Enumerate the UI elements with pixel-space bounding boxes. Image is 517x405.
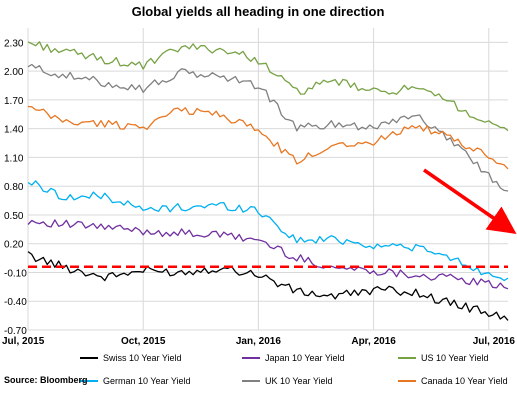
x-tick-label: Oct, 2015 — [121, 336, 166, 347]
y-tick-label: 2.00 — [4, 67, 24, 78]
y-tick-label: 1.10 — [4, 153, 24, 164]
y-tick-label: -0.10 — [4, 268, 27, 279]
legend-label: Japan 10 Year Yield — [265, 353, 345, 363]
legend-label: Canada 10 Year Yield — [421, 376, 508, 386]
source-note: Source: Bloomberg — [4, 375, 88, 385]
y-tick-label: -0.40 — [4, 297, 27, 308]
y-tick-label: 0.80 — [4, 182, 24, 193]
trend-arrow — [423, 168, 517, 234]
x-axis-ticks: Jul, 2015 Oct, 2015 Jan, 2016 Apr, 2016 Jul,… — [2, 336, 515, 347]
legend-label: US 10 Year Yield — [421, 353, 489, 363]
series-line — [27, 219, 509, 290]
series-line — [27, 63, 509, 192]
y-tick-label: 0.20 — [4, 240, 24, 251]
x-tick-label: Jul, 2016 — [473, 336, 516, 347]
chart-title: Global yields all heading in one directi… — [132, 4, 385, 19]
legend-label: German 10 Year Yield — [103, 376, 191, 386]
x-tick-label: Jul, 2015 — [2, 336, 45, 347]
series-line — [27, 105, 509, 170]
legend-label: Swiss 10 Year Yield — [103, 353, 182, 363]
series-line — [27, 251, 509, 321]
x-tick-label: Jan, 2016 — [236, 336, 281, 347]
gridlines — [27, 28, 508, 331]
y-axis-ticks: 2.30 2.00 1.70 1.40 1.10 0.80 0.50 0.20 -0.10 -0.… — [4, 38, 27, 337]
series-line — [27, 41, 509, 132]
series-lines — [27, 41, 509, 321]
y-tick-label: 1.70 — [4, 96, 24, 107]
y-tick-label: 0.50 — [4, 211, 24, 222]
series-line — [27, 180, 509, 282]
y-tick-label: 2.30 — [4, 38, 24, 49]
y-tick-label: 1.40 — [4, 125, 24, 136]
legend: Swiss 10 Year Yield Japan 10 Year Yield US… — [80, 353, 508, 386]
x-tick-label: Apr, 2016 — [351, 336, 396, 347]
trend-arrow-layer — [423, 168, 517, 234]
y-tick-label: -0.70 — [4, 326, 27, 337]
legend-label: UK 10 Year Yield — [265, 376, 333, 386]
